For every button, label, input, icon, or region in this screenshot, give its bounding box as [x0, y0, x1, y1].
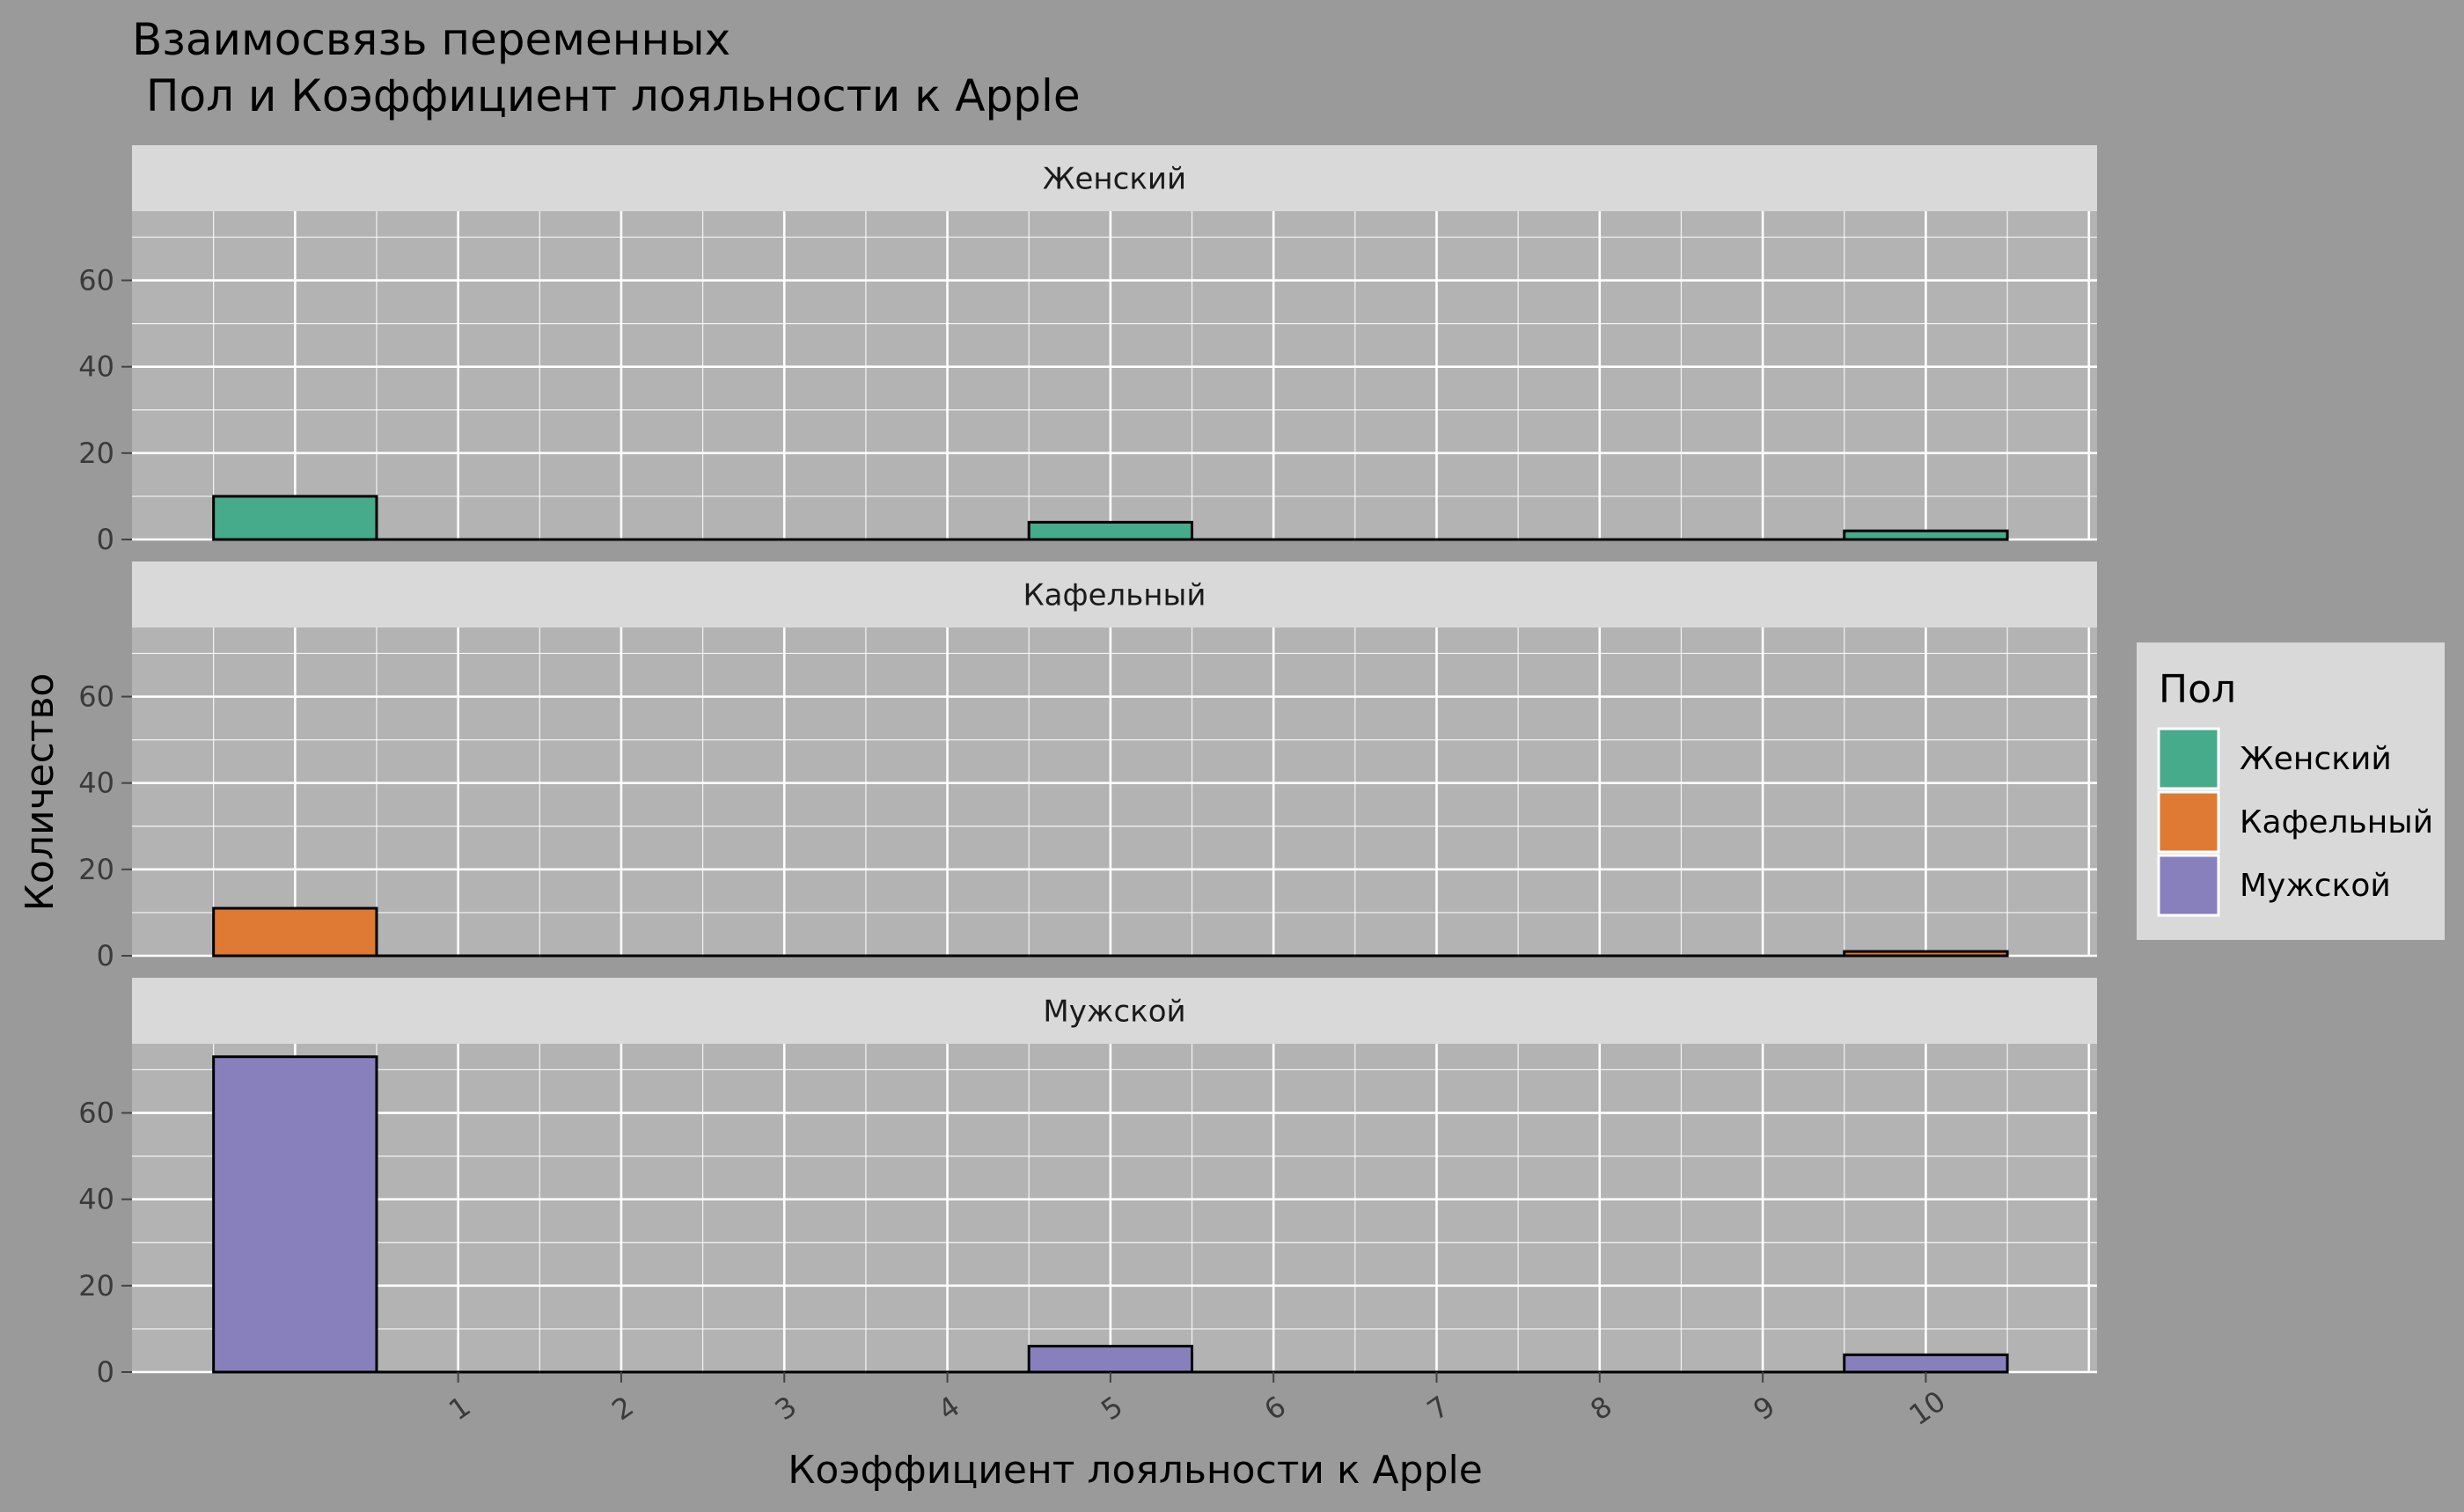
- y-tick-label: 60: [78, 1097, 114, 1130]
- y-tick-label: 20: [78, 1269, 114, 1303]
- bar: [212, 495, 378, 541]
- y-tick-label: 0: [97, 523, 114, 556]
- legend-title: Пол: [2159, 667, 2236, 712]
- y-tick-label: 20: [78, 437, 114, 470]
- y-tick-label: 40: [78, 767, 114, 800]
- facet-strip: [132, 561, 2097, 628]
- facet-panel: Мужской 0 20 40 60: [78, 978, 2097, 1389]
- bar: [1843, 1353, 2009, 1374]
- panel-background: [132, 1044, 2097, 1372]
- chart-title-line-2: Пол и Коэффициент лояльности к Apple: [132, 70, 1081, 121]
- panel-background: [132, 628, 2097, 956]
- facet-panel: Кафельный 0 20 40 60: [78, 561, 2097, 973]
- bar: [1843, 950, 2009, 958]
- y-tick-label: 40: [78, 350, 114, 384]
- facet-panels: Женский 0 20 40 60 Кафельный 0 20 40 60 Мужской 0 20…: [78, 145, 2097, 1389]
- y-tick-label: 0: [97, 939, 114, 973]
- legend-label: Кафельный: [2240, 804, 2433, 840]
- y-tick-label: 60: [78, 264, 114, 297]
- legend-key: [2157, 790, 2220, 854]
- facet-strip-label: Женский: [1043, 162, 1186, 197]
- y-tick-label: 20: [78, 853, 114, 886]
- bar: [1027, 1345, 1194, 1374]
- y-tick-label: 40: [78, 1183, 114, 1216]
- chart-title-line-1: Взаимосвязь переменных: [132, 14, 730, 65]
- facet-strip: [132, 978, 2097, 1044]
- legend-label: Женский: [2240, 741, 2392, 777]
- x-axis-title: Коэффициент лояльности к Apple: [788, 1448, 1483, 1493]
- panel-background: [132, 211, 2097, 539]
- facet-strip-label: Кафельный: [1023, 578, 1206, 613]
- bar: [1843, 529, 2009, 541]
- bar: [212, 906, 378, 958]
- bar: [212, 1055, 378, 1374]
- bar: [1027, 520, 1194, 541]
- y-tick-label: 60: [78, 680, 114, 714]
- y-axis-title: Количество: [18, 673, 62, 912]
- legend-key: [2157, 727, 2220, 790]
- facet-strip-label: Мужской: [1043, 995, 1185, 1030]
- legend-key: [2157, 854, 2220, 917]
- facet-strip: [132, 145, 2097, 211]
- y-tick-label: 0: [97, 1355, 114, 1389]
- legend-label: Мужской: [2240, 868, 2391, 904]
- facet-panel: Женский 0 20 40 60: [78, 145, 2097, 556]
